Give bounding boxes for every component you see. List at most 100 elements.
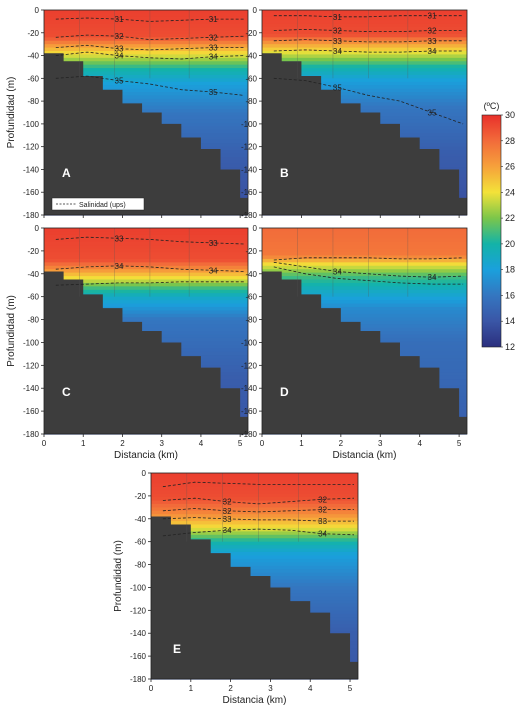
y-tick-label: -60 xyxy=(245,74,257,83)
temperature-band xyxy=(44,286,248,291)
salinity-isoline xyxy=(273,28,464,32)
temperature-band xyxy=(262,313,467,318)
y-tick-label: -100 xyxy=(130,583,147,592)
salinity-isoline xyxy=(55,236,245,245)
temperature-band xyxy=(262,33,467,38)
salinity-isoline xyxy=(162,508,354,513)
temperature-band xyxy=(44,306,248,311)
temperature-band xyxy=(44,269,248,274)
temperature-band xyxy=(151,500,358,505)
temperature-band xyxy=(262,320,467,325)
salinity-label: 32 xyxy=(209,33,218,42)
colorbar-tick-label: 14 xyxy=(505,316,515,326)
temperature-band xyxy=(262,81,467,86)
salinity-isoline xyxy=(55,75,245,96)
temperature-band xyxy=(151,541,358,546)
y-tick-label: -140 xyxy=(241,165,258,174)
x-tick-label: 5 xyxy=(348,684,353,693)
y-tick-label: -40 xyxy=(27,52,39,61)
salinity-label: 33 xyxy=(333,37,342,46)
y-tick-label: -20 xyxy=(245,29,257,38)
salinity-label: 34 xyxy=(318,530,327,539)
temperature-band xyxy=(262,13,467,18)
salinity-label: 35 xyxy=(333,83,342,92)
temperature-band xyxy=(151,476,358,481)
y-tick-label: -120 xyxy=(241,143,258,152)
temperature-band xyxy=(151,507,358,512)
colorbar-tick-label: 26 xyxy=(505,162,515,172)
temperature-band xyxy=(151,524,358,529)
temperature-band xyxy=(44,265,248,270)
salinity-isoline xyxy=(273,266,464,285)
temperature-band xyxy=(44,272,248,277)
salinity-isoline xyxy=(273,49,464,53)
temperature-band xyxy=(151,483,358,488)
temperature-band xyxy=(151,490,358,495)
temperature-band xyxy=(262,78,467,83)
temperature-band xyxy=(262,265,467,270)
salinity-label: 33 xyxy=(115,234,124,243)
salinity-label: 33 xyxy=(428,37,437,46)
x-tick-label: 2 xyxy=(120,439,125,448)
temperature-band xyxy=(262,324,467,329)
y-tick-label: 0 xyxy=(253,224,258,233)
y-tick-label: -120 xyxy=(23,361,40,370)
temperature-band xyxy=(262,303,467,308)
salinity-label: 32 xyxy=(318,506,327,515)
temperature-band xyxy=(44,245,248,250)
salinity-isoline xyxy=(55,34,245,41)
temperature-band xyxy=(151,572,358,577)
y-tick-label: -40 xyxy=(27,270,39,279)
y-axis-label: Profundidad (m) xyxy=(113,540,124,612)
colorbar-tick-label: 22 xyxy=(505,213,515,223)
salinity-isoline xyxy=(55,51,245,60)
temperature-band xyxy=(151,521,358,526)
salinity-label: 31 xyxy=(428,12,437,21)
temperature-band xyxy=(151,558,358,563)
salinity-label: 34 xyxy=(333,267,342,276)
y-tick-label: -20 xyxy=(27,247,39,256)
seafloor-bathymetry xyxy=(151,516,358,679)
y-tick-label: -180 xyxy=(23,430,40,439)
temperature-band xyxy=(262,272,467,277)
temperature-band xyxy=(262,54,467,59)
temperature-band xyxy=(151,565,358,570)
temperature-band xyxy=(262,289,467,294)
y-tick-label: -80 xyxy=(27,316,39,325)
temperature-band xyxy=(44,10,248,15)
temperature-band xyxy=(151,569,358,574)
temperature-band xyxy=(262,71,467,76)
y-tick-label: -180 xyxy=(23,211,40,220)
temperature-band xyxy=(44,320,248,325)
y-tick-label: -160 xyxy=(241,407,258,416)
temperature-band xyxy=(262,98,467,103)
seafloor-bathymetry xyxy=(44,271,248,434)
x-tick-label: 5 xyxy=(238,439,243,448)
colorbar-title: (ºC) xyxy=(484,101,500,111)
colorbar-gradient xyxy=(481,114,502,348)
temperature-band xyxy=(44,234,248,239)
temperature-band xyxy=(262,16,467,21)
temperature-band xyxy=(44,78,248,83)
y-tick-label: -100 xyxy=(23,338,40,347)
salinity-label: 32 xyxy=(333,27,342,36)
x-tick-label: 4 xyxy=(199,439,204,448)
temperature-band xyxy=(44,30,248,35)
temperature-band xyxy=(262,300,467,305)
legend-box xyxy=(51,197,145,211)
x-tick-label: 2 xyxy=(339,439,344,448)
salinity-isoline xyxy=(55,17,245,22)
salinity-label: 34 xyxy=(428,273,437,282)
panel-letter: E xyxy=(173,642,181,656)
temperature-band xyxy=(151,548,358,553)
temperature-band xyxy=(262,61,467,66)
y-tick-label: 0 xyxy=(35,224,40,233)
y-tick-label: -120 xyxy=(130,606,147,615)
temperature-band xyxy=(44,92,248,97)
temperature-band xyxy=(262,47,467,52)
y-tick-label: -160 xyxy=(23,188,40,197)
temperature-band xyxy=(262,102,467,107)
temperature-band xyxy=(44,64,248,69)
